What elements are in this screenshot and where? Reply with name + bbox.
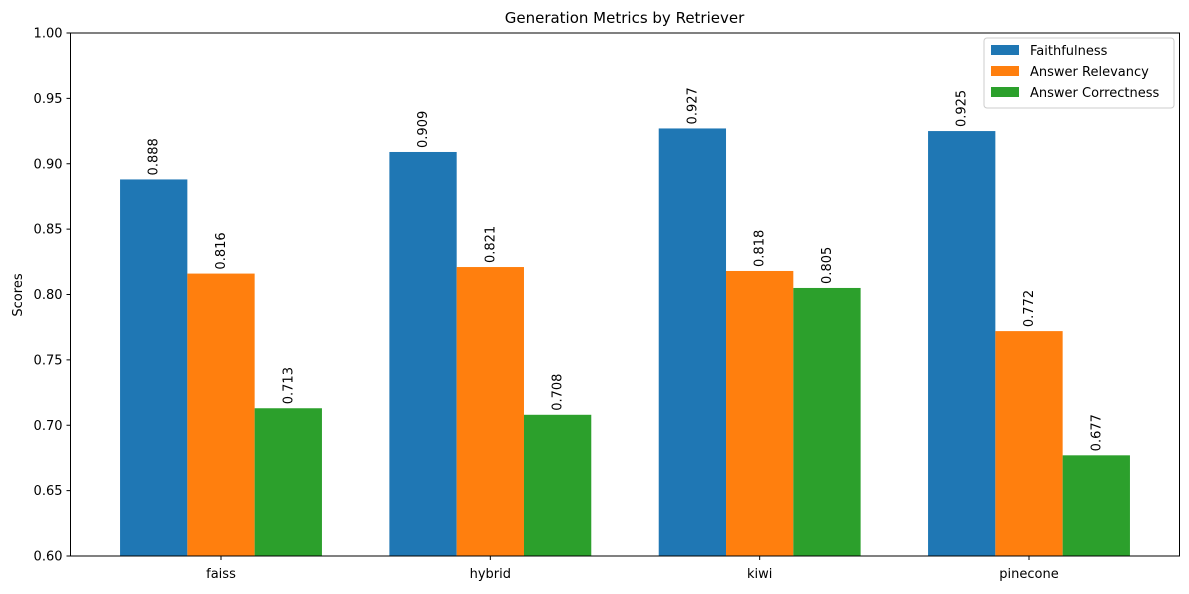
- bar-answer-relevancy-kiwi: [726, 270, 794, 556]
- bar-answer-relevancy-faiss: [187, 273, 255, 556]
- data-label: 0.713: [281, 367, 296, 404]
- legend-box: [983, 37, 1175, 109]
- legend-label: Answer Relevancy: [1030, 65, 1149, 80]
- bar-answer-relevancy-pinecone: [995, 331, 1063, 556]
- y-axis-label: Scores: [11, 273, 26, 316]
- y-tick-label: 0.90: [34, 157, 63, 172]
- y-tick-label: 0.65: [34, 484, 63, 499]
- legend-swatch-answer-relevancy: [991, 66, 1019, 76]
- data-label: 0.708: [551, 374, 566, 411]
- legend-label: Answer Correctness: [1030, 86, 1159, 101]
- data-label: 0.818: [753, 230, 768, 267]
- bar-answer-correctness-kiwi: [793, 287, 861, 556]
- bar-answer-relevancy-hybrid: [456, 267, 524, 556]
- y-tick-label: 0.80: [34, 288, 63, 303]
- y-tick-label: 1.00: [34, 27, 63, 42]
- chart-title: Generation Metrics by Retriever: [505, 9, 745, 27]
- bar-faithfulness-hybrid: [389, 151, 457, 557]
- data-label: 0.909: [416, 111, 431, 148]
- x-axis: faiss hybrid kiwi pinecone: [206, 556, 1059, 582]
- data-label: 0.925: [955, 90, 970, 127]
- legend-label: Faithfulness: [1030, 44, 1108, 59]
- data-label: 0.816: [214, 232, 229, 269]
- data-label: 0.805: [820, 247, 835, 284]
- x-tick-label: faiss: [206, 567, 236, 582]
- bar-faithfulness-kiwi: [658, 128, 727, 556]
- data-label: 0.927: [685, 87, 700, 124]
- plot-frame: [70, 32, 1180, 557]
- data-label: 0.677: [1089, 414, 1104, 451]
- y-tick-label: 0.60: [34, 550, 63, 565]
- y-tick-label: 0.95: [34, 92, 63, 107]
- y-tick-label: 0.85: [34, 223, 63, 238]
- data-label: 0.888: [147, 138, 162, 175]
- data-label: 0.772: [1022, 290, 1037, 327]
- x-tick-label: hybrid: [470, 567, 511, 582]
- legend: Faithfulness Answer Relevancy Answer Corre…: [983, 37, 1175, 109]
- bar-faithfulness-faiss: [120, 179, 188, 556]
- bar-answer-correctness-faiss: [254, 408, 322, 556]
- data-labels-layer: 0.888 0.816 0.713 0.909 0.821 0.708 0.927 0.818…: [147, 87, 1105, 451]
- bar-faithfulness-pinecone: [928, 131, 996, 556]
- bars-layer: [120, 128, 1130, 557]
- data-label: 0.821: [483, 226, 498, 263]
- y-tick-label: 0.70: [34, 419, 63, 434]
- y-tick-label: 0.75: [34, 353, 63, 368]
- legend-swatch-faithfulness: [991, 45, 1019, 55]
- bar-answer-correctness-pinecone: [1062, 455, 1130, 556]
- legend-swatch-answer-correctness: [991, 87, 1019, 97]
- x-tick-label: pinecone: [999, 567, 1058, 582]
- bar-answer-correctness-hybrid: [523, 414, 592, 556]
- y-axis: 0.60 0.65 0.70 0.75 0.80 0.85 0.90 0.95 1.00: [34, 27, 71, 565]
- x-tick-label: kiwi: [747, 567, 772, 582]
